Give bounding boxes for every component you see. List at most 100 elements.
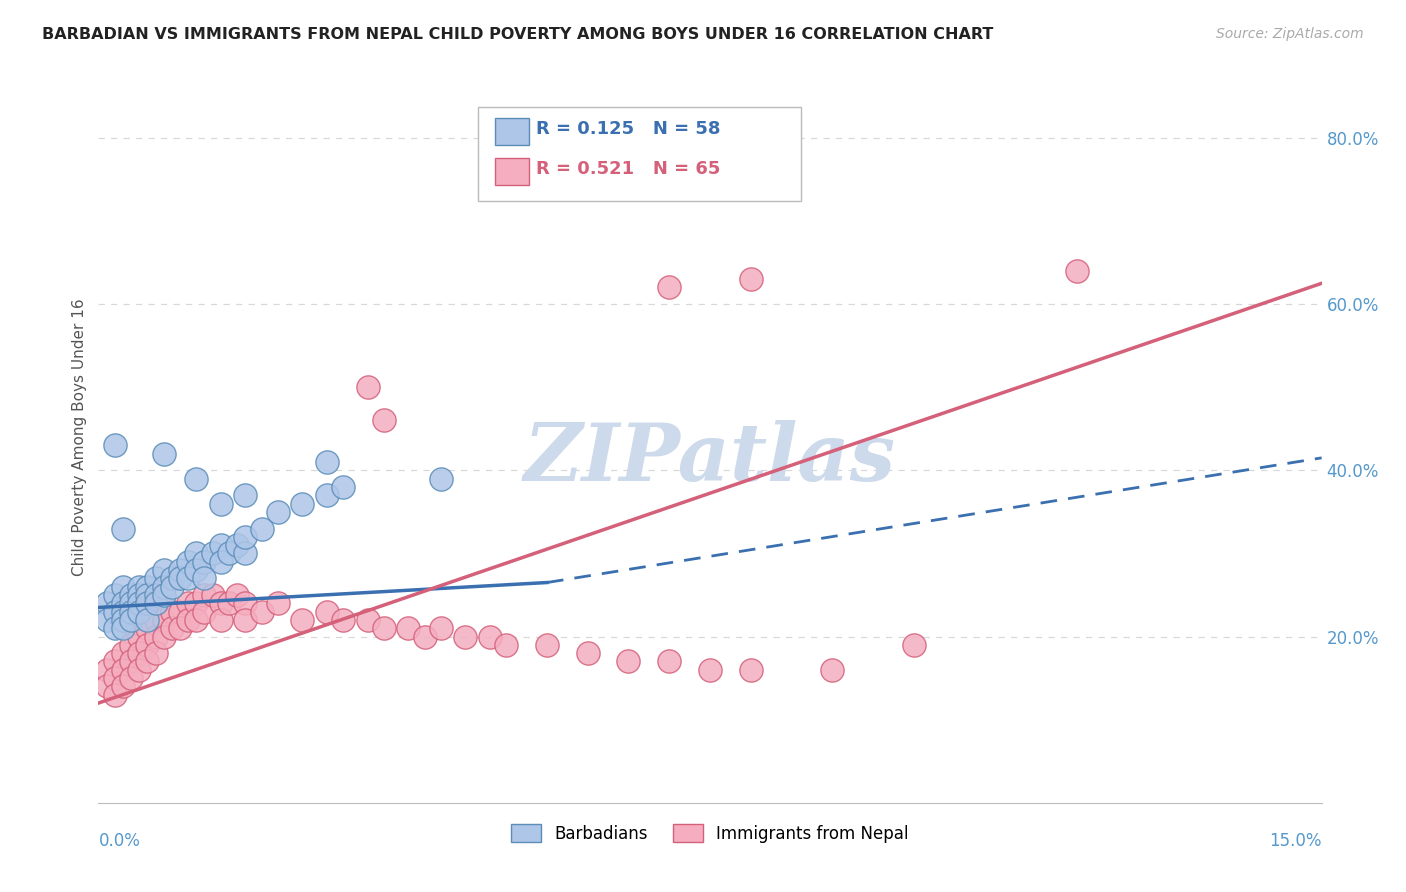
Point xyxy=(152,588,174,602)
Point xyxy=(104,605,127,619)
Point xyxy=(454,630,477,644)
Point xyxy=(186,546,208,560)
Point xyxy=(218,596,240,610)
Point xyxy=(128,646,150,660)
Point xyxy=(111,580,134,594)
Point xyxy=(740,663,762,677)
Point xyxy=(145,571,167,585)
Point xyxy=(430,621,453,635)
Point xyxy=(201,588,224,602)
Text: BARBADIAN VS IMMIGRANTS FROM NEPAL CHILD POVERTY AMONG BOYS UNDER 16 CORRELATION: BARBADIAN VS IMMIGRANTS FROM NEPAL CHILD… xyxy=(42,27,994,42)
Point xyxy=(233,613,256,627)
Point xyxy=(136,613,159,627)
Point xyxy=(209,538,232,552)
Point xyxy=(177,555,200,569)
Point xyxy=(169,571,191,585)
Point xyxy=(250,521,273,535)
Point xyxy=(209,555,232,569)
Point xyxy=(291,497,314,511)
Point xyxy=(658,280,681,294)
Point xyxy=(145,596,167,610)
Point xyxy=(396,621,419,635)
Point xyxy=(193,605,215,619)
Point xyxy=(373,621,395,635)
Text: ZIPatlas: ZIPatlas xyxy=(524,420,896,498)
Point xyxy=(250,605,273,619)
Point xyxy=(96,680,118,694)
Point xyxy=(699,663,721,677)
Point xyxy=(332,480,354,494)
Point xyxy=(193,571,215,585)
Point xyxy=(169,621,191,635)
Point xyxy=(315,488,337,502)
Point xyxy=(145,630,167,644)
Point xyxy=(177,613,200,627)
Point xyxy=(160,580,183,594)
Point xyxy=(152,580,174,594)
Point xyxy=(201,546,224,560)
Point xyxy=(160,621,183,635)
Point xyxy=(186,596,208,610)
Point xyxy=(145,646,167,660)
Point xyxy=(267,596,290,610)
Point xyxy=(152,613,174,627)
Point xyxy=(136,580,159,594)
Point xyxy=(160,605,183,619)
Point xyxy=(495,638,517,652)
Point xyxy=(356,613,378,627)
Point xyxy=(218,546,240,560)
Point xyxy=(128,580,150,594)
Point xyxy=(128,605,150,619)
Point xyxy=(111,621,134,635)
Point xyxy=(104,688,127,702)
Point xyxy=(111,613,134,627)
Point xyxy=(291,613,314,627)
Point xyxy=(576,646,599,660)
Point xyxy=(617,655,640,669)
Point xyxy=(104,588,127,602)
Point xyxy=(233,488,256,502)
Text: Source: ZipAtlas.com: Source: ZipAtlas.com xyxy=(1216,27,1364,41)
Point xyxy=(128,596,150,610)
Point xyxy=(136,655,159,669)
Point xyxy=(356,380,378,394)
Point xyxy=(186,472,208,486)
Point xyxy=(821,663,844,677)
Point xyxy=(145,613,167,627)
Point xyxy=(226,538,249,552)
Point xyxy=(740,272,762,286)
Point xyxy=(111,663,134,677)
Point xyxy=(111,605,134,619)
Point xyxy=(186,613,208,627)
Point xyxy=(332,613,354,627)
Point xyxy=(128,663,150,677)
Point xyxy=(136,596,159,610)
Point xyxy=(128,630,150,644)
Point xyxy=(120,588,142,602)
Point xyxy=(1066,264,1088,278)
Point xyxy=(226,588,249,602)
Point xyxy=(658,655,681,669)
Point xyxy=(315,605,337,619)
Point xyxy=(478,630,501,644)
Point xyxy=(193,588,215,602)
Legend: Barbadians, Immigrants from Nepal: Barbadians, Immigrants from Nepal xyxy=(505,818,915,849)
Point xyxy=(209,497,232,511)
Point xyxy=(96,596,118,610)
Point xyxy=(315,455,337,469)
Point xyxy=(169,605,191,619)
Point xyxy=(96,663,118,677)
Point xyxy=(128,588,150,602)
Point xyxy=(209,613,232,627)
Point xyxy=(111,521,134,535)
Point xyxy=(111,680,134,694)
Point xyxy=(169,563,191,577)
Y-axis label: Child Poverty Among Boys Under 16: Child Poverty Among Boys Under 16 xyxy=(72,298,87,576)
Point xyxy=(136,638,159,652)
Point xyxy=(186,563,208,577)
Point xyxy=(120,613,142,627)
Text: R = 0.521   N = 65: R = 0.521 N = 65 xyxy=(536,161,720,178)
Point xyxy=(152,447,174,461)
Point xyxy=(903,638,925,652)
Point xyxy=(177,596,200,610)
